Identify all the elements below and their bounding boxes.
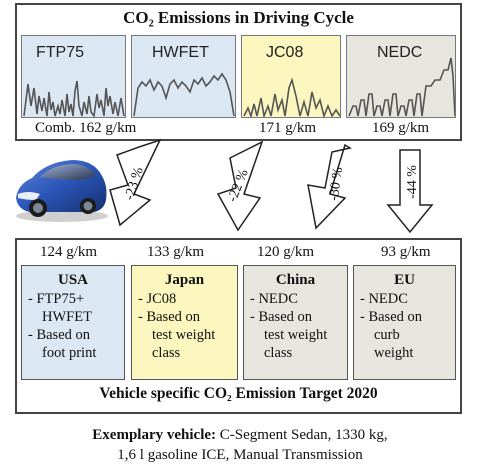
cycle-box-ftp75: FTP75 xyxy=(21,35,126,118)
footer-line-1: Exemplary vehicle: C-Segment Sedan, 1330… xyxy=(0,427,480,444)
region-line: - Based on xyxy=(360,309,423,325)
cycle-box-jc08: JC08 xyxy=(241,35,341,118)
arrow-eu xyxy=(386,149,434,234)
footer-line-1-text: C-Segment Sedan, 1330 kg, xyxy=(216,427,388,443)
emission-comb: Comb. 162 g/km xyxy=(35,120,137,136)
region-line: HWFET xyxy=(42,309,92,325)
region-line: test weight xyxy=(264,327,328,343)
region-title: EU xyxy=(394,272,415,288)
region-line: - JC08 xyxy=(138,291,177,307)
arrow-china xyxy=(307,143,352,230)
cycle-name: FTP75 xyxy=(36,44,85,61)
car-image xyxy=(16,160,108,222)
region-line: - Based on xyxy=(138,309,201,325)
arrow-usa xyxy=(109,138,162,227)
driving-cycle-title: CO₂ Emissions in Driving Cycle xyxy=(123,8,354,27)
region-line: - NEDC xyxy=(360,291,408,307)
region-line: class xyxy=(264,345,293,361)
cycle-box-nedc: NEDC xyxy=(346,35,456,118)
speed-trace-nedc xyxy=(348,57,455,117)
cycle-name: NEDC xyxy=(377,44,423,61)
target-usa: 124 g/km xyxy=(40,244,98,260)
emission-jc08: 171 g/km xyxy=(259,120,317,136)
cycle-name: HWFET xyxy=(152,44,209,61)
region-line: foot print xyxy=(42,345,97,361)
speed-trace-jc08 xyxy=(243,77,340,117)
region-line: curb xyxy=(374,327,400,343)
region-box-china: China - NEDC - Based on test weight clas… xyxy=(243,265,348,380)
region-line: - Based on xyxy=(28,327,91,343)
emission-nedc: 169 g/km xyxy=(372,120,430,136)
region-box-eu: EU - NEDC - Based on curb weight xyxy=(353,265,456,380)
target-japan: 133 g/km xyxy=(147,244,205,260)
region-title: USA xyxy=(57,272,88,288)
speed-trace-hwfet xyxy=(133,72,235,117)
region-line: - NEDC xyxy=(250,291,298,307)
arrow-label-eu: -44 % xyxy=(404,165,420,199)
region-box-japan: Japan - JC08 - Based on test weight clas… xyxy=(131,265,238,380)
cycle-name: JC08 xyxy=(266,44,304,61)
region-title: China xyxy=(275,272,316,288)
region-line: class xyxy=(152,345,181,361)
cycle-box-hwfet: HWFET xyxy=(131,35,236,118)
target-caption: Vehicle specific CO₂ Emission Target 202… xyxy=(99,385,378,402)
region-title: Japan xyxy=(164,272,205,288)
footer-label: Exemplary vehicle: xyxy=(92,427,217,443)
speed-trace-ftp75 xyxy=(23,80,125,117)
region-line: test weight xyxy=(152,327,216,343)
target-eu: 93 g/km xyxy=(381,244,431,260)
region-box-usa: USA - FTP75+ HWFET - Based on foot print xyxy=(21,265,125,380)
footer-line-2: 1,6 l gasoline ICE, Manual Transmission xyxy=(117,447,363,463)
region-line: - Based on xyxy=(250,309,313,325)
region-line: - FTP75+ xyxy=(28,291,85,307)
arrow-japan xyxy=(216,140,264,232)
target-china: 120 g/km xyxy=(257,244,315,260)
region-line: weight xyxy=(374,345,414,361)
